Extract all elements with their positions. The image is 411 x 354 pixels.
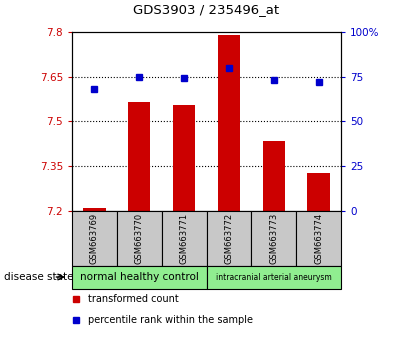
Text: GSM663771: GSM663771 xyxy=(180,212,189,264)
Bar xyxy=(128,102,150,211)
Text: GSM663770: GSM663770 xyxy=(135,212,144,264)
Bar xyxy=(72,266,206,289)
Bar xyxy=(173,105,195,211)
Text: intracranial arterial aneurysm: intracranial arterial aneurysm xyxy=(216,273,332,281)
Bar xyxy=(296,211,341,266)
Bar xyxy=(307,173,330,211)
Text: GSM663773: GSM663773 xyxy=(269,212,278,264)
Bar xyxy=(206,211,252,266)
Bar xyxy=(263,141,285,211)
Bar xyxy=(72,211,117,266)
Bar xyxy=(252,211,296,266)
Text: GSM663769: GSM663769 xyxy=(90,212,99,264)
Bar xyxy=(83,208,106,211)
Bar xyxy=(117,211,162,266)
Text: GDS3903 / 235496_at: GDS3903 / 235496_at xyxy=(134,3,279,16)
Text: GSM663774: GSM663774 xyxy=(314,212,323,264)
Bar xyxy=(218,35,240,211)
Text: GSM663772: GSM663772 xyxy=(224,212,233,264)
Text: disease state: disease state xyxy=(4,272,74,282)
Text: normal healthy control: normal healthy control xyxy=(80,272,199,282)
Text: transformed count: transformed count xyxy=(88,294,179,304)
Text: percentile rank within the sample: percentile rank within the sample xyxy=(88,315,253,325)
Bar xyxy=(162,211,206,266)
Bar xyxy=(206,266,341,289)
